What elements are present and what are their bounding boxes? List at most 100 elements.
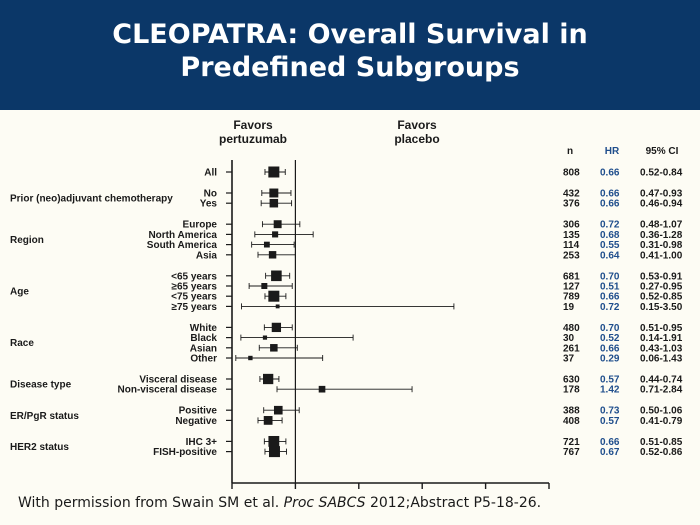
ci-value: 0.52-0.86 [640, 447, 683, 458]
hr-point-marker [262, 373, 274, 385]
hr-value: 0.55 [600, 240, 620, 251]
subgroup-label: Negative [175, 416, 217, 427]
hr-value: 0.57 [600, 375, 620, 386]
hr-point-marker [275, 304, 280, 309]
hr-value: 0.66 [600, 343, 620, 354]
hr-point-marker [273, 220, 282, 229]
subgroup-label: South America [147, 240, 218, 251]
ci-value: 0.36-1.28 [640, 230, 683, 241]
n-value: 376 [563, 199, 580, 210]
subgroup-label: ≥75 years [171, 302, 217, 313]
n-value: 253 [563, 250, 580, 261]
hr-value: 0.70 [600, 271, 620, 282]
subgroup-label: Other [190, 354, 217, 365]
subgroup-label: All [204, 168, 217, 179]
hr-point-marker [248, 355, 253, 361]
citation-suffix: 2012;Abstract P5-18-26. [365, 495, 542, 511]
ci-value: 0.50-1.06 [640, 406, 683, 417]
subgroup-label: <65 years [171, 271, 217, 282]
hr-value: 1.42 [600, 385, 620, 396]
n-value: 408 [563, 416, 580, 427]
hr-value: 0.66 [600, 292, 620, 303]
n-value: 306 [563, 220, 580, 231]
ci-value: 0.53-0.91 [640, 271, 683, 282]
ci-value: 0.06-1.43 [640, 354, 683, 365]
subgroup-label: Positive [179, 406, 218, 417]
subgroup-label: ≥65 years [171, 282, 217, 293]
column-header-ci: 95% CI [646, 146, 679, 157]
subgroup-label: White [190, 323, 218, 334]
n-value: 789 [563, 292, 580, 303]
subgroup-label: Asia [196, 250, 218, 261]
favors-left-line-2: pertuzumab [219, 132, 287, 146]
ci-value: 0.14-1.91 [640, 333, 683, 344]
hr-value: 0.66 [600, 189, 620, 200]
column-header-n: n [567, 146, 573, 157]
ci-value: 0.52-0.84 [640, 168, 683, 179]
ci-value: 0.43-1.03 [640, 343, 683, 354]
n-value: 681 [563, 271, 580, 282]
n-value: 480 [563, 323, 580, 334]
hr-point-marker [263, 241, 270, 248]
subgroup-label: Yes [200, 199, 218, 210]
hr-value: 0.70 [600, 323, 620, 334]
favors-right-line-1: Favors [397, 118, 437, 132]
favors-left-line-1: Favors [233, 118, 273, 132]
hr-value: 0.73 [600, 406, 620, 417]
hr-point-marker [261, 283, 268, 289]
hr-point-marker [268, 435, 280, 447]
n-value: 30 [563, 333, 575, 344]
hr-point-marker [271, 322, 282, 333]
hr-value: 0.66 [600, 168, 620, 179]
n-value: 19 [563, 302, 575, 313]
n-value: 261 [563, 343, 580, 354]
hr-value: 0.57 [600, 416, 620, 427]
n-value: 721 [563, 437, 580, 448]
hr-value: 0.72 [600, 302, 620, 313]
hr-value: 0.64 [600, 250, 620, 261]
column-header-hr: HR [605, 146, 620, 157]
hr-point-marker [263, 416, 273, 425]
slide-title-line-1: CLEOPATRA: Overall Survival in [112, 19, 588, 50]
n-value: 767 [563, 447, 580, 458]
ci-value: 0.51-0.85 [640, 437, 683, 448]
slide-title-line-2: Predefined Subgroups [180, 52, 520, 83]
group-label: ER/PgR status [10, 411, 79, 422]
citation-journal: Proc SABCS [283, 495, 366, 511]
ci-value: 0.31-0.98 [640, 240, 683, 251]
hr-point-marker [270, 344, 278, 352]
ci-value: 0.71-2.84 [640, 385, 683, 396]
n-value: 432 [563, 189, 580, 200]
hr-point-marker [272, 231, 279, 238]
hr-point-marker [269, 198, 279, 208]
hr-value: 0.67 [600, 447, 620, 458]
title-bar [0, 0, 700, 110]
ci-value: 0.15-3.50 [640, 302, 683, 313]
ci-value: 0.48-1.07 [640, 220, 683, 231]
group-label: Race [10, 338, 34, 349]
hr-value: 0.68 [600, 230, 620, 241]
subgroup-label: IHC 3+ [186, 437, 218, 448]
subgroup-label: Asian [190, 343, 217, 354]
ci-value: 0.41-0.79 [640, 416, 683, 427]
hr-value: 0.29 [600, 354, 620, 365]
subgroup-label: <75 years [171, 292, 217, 303]
hr-point-marker [271, 270, 282, 282]
hr-value: 0.51 [600, 282, 620, 293]
hr-value: 0.52 [600, 333, 620, 344]
hr-point-marker [268, 290, 280, 302]
ci-value: 0.44-0.74 [640, 375, 683, 386]
hr-value: 0.72 [600, 220, 620, 231]
hr-point-marker [262, 335, 268, 340]
slide-title: CLEOPATRA: Overall Survival in Predefine… [0, 18, 700, 84]
group-label: Prior (neo)adjuvant chemotherapy [10, 194, 173, 205]
subgroup-label: Black [190, 333, 217, 344]
group-label: Disease type [10, 380, 72, 391]
subgroup-label: No [204, 189, 217, 200]
n-value: 178 [563, 385, 580, 396]
citation: With permission from Swain SM et al. Pro… [18, 495, 541, 511]
hr-point-marker [268, 166, 280, 178]
n-value: 135 [563, 230, 580, 241]
ci-value: 0.46-0.94 [640, 199, 683, 210]
